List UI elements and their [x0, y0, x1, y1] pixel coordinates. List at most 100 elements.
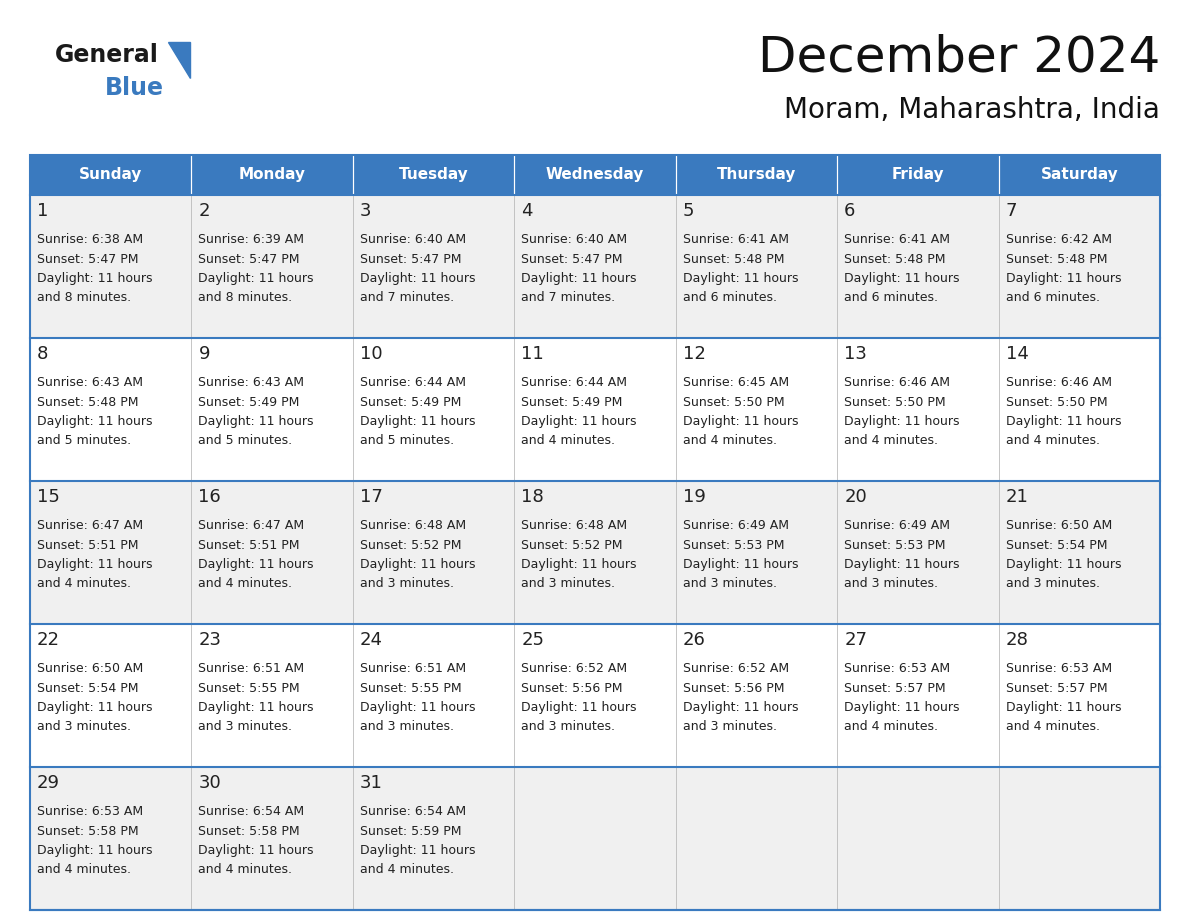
Text: and 4 minutes.: and 4 minutes. — [37, 863, 131, 877]
Text: Blue: Blue — [105, 76, 164, 100]
Text: and 3 minutes.: and 3 minutes. — [522, 721, 615, 733]
Text: 31: 31 — [360, 774, 383, 792]
Text: Sunrise: 6:43 AM: Sunrise: 6:43 AM — [37, 376, 143, 389]
Text: Sunrise: 6:50 AM: Sunrise: 6:50 AM — [37, 663, 144, 676]
Text: Daylight: 11 hours: Daylight: 11 hours — [37, 558, 152, 571]
Text: Daylight: 11 hours: Daylight: 11 hours — [522, 415, 637, 428]
Text: 29: 29 — [37, 774, 61, 792]
Bar — [353, 155, 514, 195]
Text: Sunset: 5:49 PM: Sunset: 5:49 PM — [198, 396, 299, 409]
Text: Tuesday: Tuesday — [399, 167, 468, 183]
Text: Daylight: 11 hours: Daylight: 11 hours — [522, 558, 637, 571]
Text: Sunrise: 6:50 AM: Sunrise: 6:50 AM — [1005, 520, 1112, 532]
Polygon shape — [168, 42, 190, 78]
Text: 25: 25 — [522, 631, 544, 649]
Text: Daylight: 11 hours: Daylight: 11 hours — [198, 558, 314, 571]
Text: Sunset: 5:56 PM: Sunset: 5:56 PM — [683, 682, 784, 695]
Text: Sunset: 5:54 PM: Sunset: 5:54 PM — [1005, 539, 1107, 552]
Text: Sunrise: 6:41 AM: Sunrise: 6:41 AM — [683, 233, 789, 246]
Bar — [30, 481, 1159, 624]
Text: and 5 minutes.: and 5 minutes. — [360, 434, 454, 447]
Text: Daylight: 11 hours: Daylight: 11 hours — [683, 272, 798, 285]
Text: Sunrise: 6:46 AM: Sunrise: 6:46 AM — [1005, 376, 1112, 389]
Text: Sunset: 5:47 PM: Sunset: 5:47 PM — [37, 252, 139, 266]
Text: 12: 12 — [683, 345, 706, 363]
Text: Sunrise: 6:53 AM: Sunrise: 6:53 AM — [845, 663, 950, 676]
Text: and 4 minutes.: and 4 minutes. — [1005, 434, 1100, 447]
Text: and 3 minutes.: and 3 minutes. — [360, 721, 454, 733]
Text: and 7 minutes.: and 7 minutes. — [522, 291, 615, 305]
Text: Sunset: 5:54 PM: Sunset: 5:54 PM — [37, 682, 139, 695]
Text: Friday: Friday — [891, 167, 944, 183]
Text: Sunrise: 6:47 AM: Sunrise: 6:47 AM — [198, 520, 304, 532]
Text: Sunrise: 6:44 AM: Sunrise: 6:44 AM — [360, 376, 466, 389]
Text: and 5 minutes.: and 5 minutes. — [37, 434, 131, 447]
Text: Sunrise: 6:44 AM: Sunrise: 6:44 AM — [522, 376, 627, 389]
Text: 26: 26 — [683, 631, 706, 649]
Text: Sunset: 5:50 PM: Sunset: 5:50 PM — [1005, 396, 1107, 409]
Text: 10: 10 — [360, 345, 383, 363]
Bar — [676, 155, 838, 195]
Text: and 6 minutes.: and 6 minutes. — [683, 291, 777, 305]
Text: Sunrise: 6:52 AM: Sunrise: 6:52 AM — [683, 663, 789, 676]
Text: Daylight: 11 hours: Daylight: 11 hours — [360, 701, 475, 714]
Text: 2: 2 — [198, 202, 210, 220]
Text: Sunrise: 6:40 AM: Sunrise: 6:40 AM — [522, 233, 627, 246]
Text: Sunset: 5:52 PM: Sunset: 5:52 PM — [360, 539, 461, 552]
Text: Sunset: 5:58 PM: Sunset: 5:58 PM — [198, 824, 301, 838]
Text: Sunrise: 6:48 AM: Sunrise: 6:48 AM — [522, 520, 627, 532]
Text: and 3 minutes.: and 3 minutes. — [683, 577, 777, 590]
Text: Sunrise: 6:52 AM: Sunrise: 6:52 AM — [522, 663, 627, 676]
Text: Sunset: 5:56 PM: Sunset: 5:56 PM — [522, 682, 623, 695]
Text: Sunrise: 6:54 AM: Sunrise: 6:54 AM — [198, 805, 304, 819]
Text: Saturday: Saturday — [1041, 167, 1118, 183]
Text: Daylight: 11 hours: Daylight: 11 hours — [845, 701, 960, 714]
Text: 28: 28 — [1005, 631, 1029, 649]
Text: and 8 minutes.: and 8 minutes. — [198, 291, 292, 305]
Text: Daylight: 11 hours: Daylight: 11 hours — [522, 701, 637, 714]
Text: and 3 minutes.: and 3 minutes. — [360, 577, 454, 590]
Text: Daylight: 11 hours: Daylight: 11 hours — [198, 415, 314, 428]
Text: 17: 17 — [360, 488, 383, 506]
Text: Daylight: 11 hours: Daylight: 11 hours — [198, 701, 314, 714]
Text: Sunset: 5:49 PM: Sunset: 5:49 PM — [360, 396, 461, 409]
Text: Sunset: 5:48 PM: Sunset: 5:48 PM — [845, 252, 946, 266]
Text: 27: 27 — [845, 631, 867, 649]
Text: and 3 minutes.: and 3 minutes. — [198, 721, 292, 733]
Text: 19: 19 — [683, 488, 706, 506]
Text: General: General — [55, 43, 159, 67]
Text: Sunset: 5:51 PM: Sunset: 5:51 PM — [198, 539, 299, 552]
Text: and 4 minutes.: and 4 minutes. — [198, 577, 292, 590]
Text: Sunrise: 6:53 AM: Sunrise: 6:53 AM — [37, 805, 143, 819]
Bar — [30, 155, 191, 195]
Bar — [30, 767, 1159, 910]
Bar — [191, 155, 353, 195]
Text: Sunset: 5:51 PM: Sunset: 5:51 PM — [37, 539, 139, 552]
Text: Sunset: 5:48 PM: Sunset: 5:48 PM — [1005, 252, 1107, 266]
Text: Daylight: 11 hours: Daylight: 11 hours — [683, 701, 798, 714]
Text: Sunset: 5:47 PM: Sunset: 5:47 PM — [360, 252, 461, 266]
Text: and 3 minutes.: and 3 minutes. — [37, 721, 131, 733]
Text: Sunrise: 6:49 AM: Sunrise: 6:49 AM — [845, 520, 950, 532]
Text: Daylight: 11 hours: Daylight: 11 hours — [198, 844, 314, 857]
Text: 4: 4 — [522, 202, 532, 220]
Text: Sunrise: 6:45 AM: Sunrise: 6:45 AM — [683, 376, 789, 389]
Text: 21: 21 — [1005, 488, 1029, 506]
Text: Sunrise: 6:40 AM: Sunrise: 6:40 AM — [360, 233, 466, 246]
Text: 3: 3 — [360, 202, 372, 220]
Text: Daylight: 11 hours: Daylight: 11 hours — [522, 272, 637, 285]
Bar — [30, 155, 1159, 910]
Text: Daylight: 11 hours: Daylight: 11 hours — [360, 415, 475, 428]
Bar — [999, 155, 1159, 195]
Text: and 3 minutes.: and 3 minutes. — [522, 577, 615, 590]
Text: Daylight: 11 hours: Daylight: 11 hours — [360, 844, 475, 857]
Text: Sunrise: 6:41 AM: Sunrise: 6:41 AM — [845, 233, 950, 246]
Text: Sunrise: 6:48 AM: Sunrise: 6:48 AM — [360, 520, 466, 532]
Text: Sunrise: 6:54 AM: Sunrise: 6:54 AM — [360, 805, 466, 819]
Text: Daylight: 11 hours: Daylight: 11 hours — [37, 701, 152, 714]
Text: and 5 minutes.: and 5 minutes. — [198, 434, 292, 447]
Text: 24: 24 — [360, 631, 383, 649]
Text: and 3 minutes.: and 3 minutes. — [1005, 577, 1100, 590]
Text: Sunday: Sunday — [80, 167, 143, 183]
Text: 20: 20 — [845, 488, 867, 506]
